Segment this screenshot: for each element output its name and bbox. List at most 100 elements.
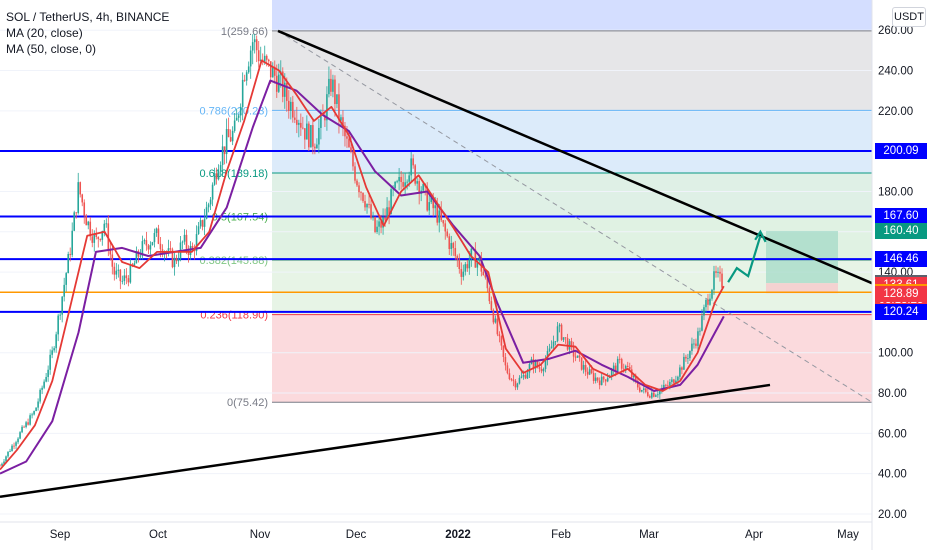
- y-tick-label: 80.00: [878, 388, 907, 400]
- candle-body: [396, 181, 398, 183]
- candle-body: [454, 248, 457, 257]
- ascending-trendline: [0, 383, 771, 499]
- y-tick-label: 240.00: [878, 66, 913, 78]
- fib-label: 0.5(167.54): [212, 212, 268, 224]
- candle-body: [267, 59, 270, 62]
- candle-body: [239, 106, 242, 116]
- candle-body: [19, 432, 21, 439]
- currency-button[interactable]: USDT: [892, 7, 926, 27]
- candle-body: [312, 125, 314, 147]
- price-tag: 200.09: [875, 142, 927, 159]
- candle-body: [251, 42, 254, 51]
- candle-body: [647, 392, 649, 397]
- candle-body: [558, 324, 561, 327]
- candle-body: [458, 259, 461, 270]
- candle-body: [121, 280, 124, 282]
- candle-body: [476, 260, 479, 268]
- candle-body: [195, 234, 198, 252]
- candle-body: [366, 204, 368, 208]
- candle-body: [173, 257, 176, 268]
- candle-body: [711, 289, 713, 299]
- candle-body: [685, 356, 687, 359]
- candle-body: [406, 181, 408, 183]
- candle-body: [618, 358, 621, 360]
- candle-body: [560, 324, 563, 340]
- candle-body: [628, 366, 631, 370]
- candle-body: [552, 341, 555, 347]
- candle-body: [231, 130, 234, 142]
- y-tick-label: 260.00: [878, 25, 913, 37]
- candle-body: [243, 79, 246, 81]
- candle-body: [247, 66, 250, 73]
- candle-body: [524, 375, 527, 379]
- candle-body: [514, 381, 517, 388]
- candle-body: [11, 445, 13, 452]
- candle-body: [490, 301, 493, 310]
- candle-body: [494, 318, 497, 323]
- candle-body: [428, 202, 430, 211]
- candle-body: [594, 377, 597, 381]
- candle-body: [249, 50, 252, 67]
- candle-body: [416, 181, 418, 184]
- candle-body: [542, 369, 545, 372]
- candle-body: [456, 256, 459, 260]
- candle-body: [320, 113, 322, 128]
- candle-body: [384, 217, 386, 220]
- candle-body: [281, 71, 284, 97]
- candle-body: [464, 264, 467, 272]
- candle-body: [554, 341, 557, 342]
- y-tick-label: 180.00: [878, 186, 913, 198]
- candle-body: [135, 251, 138, 264]
- price-tag: 167.60: [875, 208, 927, 225]
- candle-body: [227, 129, 230, 138]
- candle-body: [298, 122, 300, 125]
- y-tick-label: 40.00: [878, 469, 907, 481]
- candle-body: [89, 221, 92, 237]
- descending-trendline: [277, 29, 873, 285]
- candle-body: [500, 336, 503, 346]
- candle-body: [342, 117, 344, 126]
- candle-body: [83, 202, 86, 216]
- ma20-line: [0, 59, 725, 471]
- candle-body: [504, 356, 507, 366]
- ma50-line: [0, 79, 725, 475]
- x-tick-label: Apr: [745, 529, 763, 541]
- candle-body: [440, 210, 443, 221]
- x-tick-label: Nov: [250, 529, 271, 541]
- candle-body: [663, 384, 665, 389]
- candle-body: [300, 122, 302, 128]
- candle-body: [669, 381, 671, 386]
- candle-body: [703, 307, 705, 316]
- candle-body: [129, 264, 132, 283]
- candle-body: [153, 232, 156, 243]
- candle-body: [430, 197, 433, 203]
- candle-body: [123, 275, 126, 281]
- candle-body: [171, 249, 174, 268]
- candle-body: [390, 189, 392, 214]
- candle-body: [344, 125, 346, 137]
- candle-body: [721, 273, 723, 288]
- candle-body: [221, 146, 224, 166]
- candle-body: [570, 341, 573, 346]
- price-tag: 146.46: [875, 251, 927, 268]
- candle-body: [400, 176, 402, 183]
- candle-body: [328, 78, 330, 95]
- candle-body: [340, 117, 342, 121]
- candle-body: [649, 396, 651, 398]
- candle-body: [426, 186, 428, 211]
- candle-body: [691, 343, 693, 351]
- candle-body: [478, 257, 481, 261]
- y-tick-label: 100.00: [878, 348, 913, 360]
- candle-body: [655, 395, 657, 397]
- candle-body: [181, 241, 184, 243]
- candle-body: [139, 255, 142, 257]
- candle-body: [55, 334, 57, 349]
- candle-body: [0, 465, 1, 467]
- candle-body: [364, 201, 366, 208]
- candle-body: [470, 248, 473, 260]
- candle-body: [498, 334, 501, 337]
- candle-body: [362, 192, 364, 202]
- candle-body: [191, 245, 194, 248]
- candle-body: [697, 331, 699, 346]
